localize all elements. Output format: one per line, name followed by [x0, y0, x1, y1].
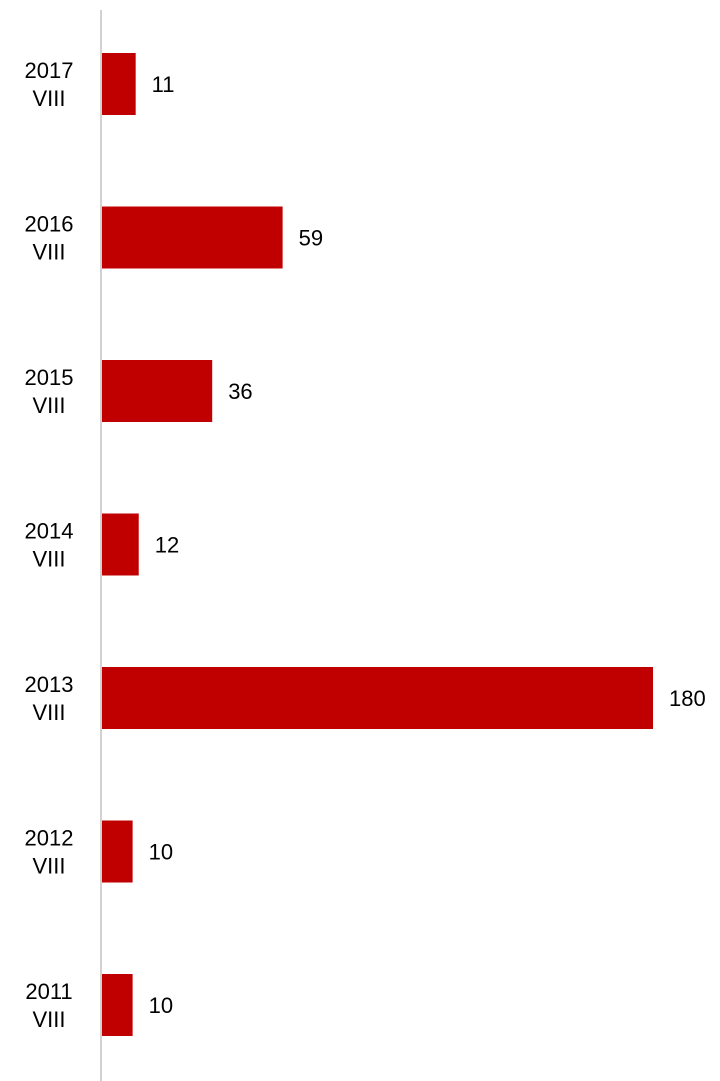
category-label-2015: 2015 VIII — [25, 365, 74, 418]
value-label-2012: 10 — [149, 840, 173, 865]
bar-2014 — [102, 513, 139, 576]
category-label-2012: 2012 VIII — [25, 826, 74, 879]
bar-2012 — [102, 820, 133, 883]
bar-2013 — [102, 667, 653, 729]
category-label-2011: 2011 VIII — [25, 979, 72, 1032]
bar-2016 — [102, 206, 283, 269]
value-label-2016: 59 — [299, 226, 323, 251]
category-labels-group: 2017 VIII 2016 VIII 2015 VIII 2014 VIII 2013 VIII… — [25, 58, 74, 1032]
value-label-2014: 12 — [155, 533, 179, 558]
bar-2011 — [102, 974, 133, 1036]
category-label-2013: 2013 VIII — [25, 672, 74, 725]
bar-2017 — [102, 53, 136, 115]
value-label-2015: 36 — [228, 379, 252, 404]
value-label-2013: 180 — [669, 686, 706, 711]
category-label-2016: 2016 VIII — [25, 212, 74, 265]
value-label-2017: 11 — [152, 72, 175, 97]
category-label-2017: 2017 VIII — [25, 58, 74, 111]
value-labels-group: 11 59 36 12 180 10 10 — [149, 72, 706, 1018]
bar-2015 — [102, 360, 213, 422]
bars-group — [102, 53, 653, 1036]
category-label-2014: 2014 VIII — [25, 519, 74, 572]
value-label-2011: 10 — [149, 993, 173, 1018]
